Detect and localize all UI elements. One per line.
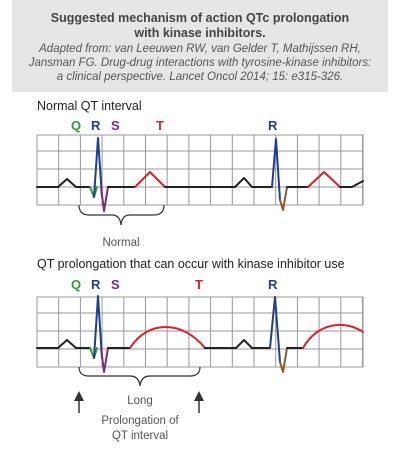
prolongation-caption-line2: QT interval [112,430,168,442]
normal-baseline-4 [339,180,364,188]
prolonged-qt-bracket [78,366,201,387]
prolonged-section-title: QT prolongation that can occur with kina… [37,257,345,271]
normal-t2-wave [307,171,341,188]
prolonged-t-wave [129,326,206,349]
normal-section-title: Normal QT interval [37,99,142,113]
normal-ecg-grid [36,134,364,206]
header-title-line2: with kinase inhibitors. [134,26,266,40]
prolongation-caption-line1: Prolongation of [101,415,179,427]
header-box: Suggested mechanism of action QTc prolon… [12,0,388,92]
normal-r2-wave [271,138,281,201]
prolonged-r-wave [93,295,103,359]
normal-s2-wave [279,186,288,211]
normal-bracket-label: Normal [102,237,139,249]
prolonged-t2-wave [302,324,364,349]
normal-qt-bracket [78,204,165,226]
prolonged-label-q: Q [71,277,81,292]
normal-label-r: R [91,118,101,133]
prolonged-label-r2: R [268,277,278,292]
normal-r-wave [93,137,103,198]
left-arrow [74,391,84,413]
prolonged-s2-wave [279,347,288,373]
normal-label-s: S [111,118,120,133]
prolonged-label-t: T [195,277,203,292]
prolonged-s-wave [100,347,109,373]
normal-label-r2: R [268,118,278,133]
normal-baseline-1 [36,178,91,188]
citation-line3: a clinical perspective. Lancet Oncol 201… [56,71,344,83]
prolonged-r2-wave [269,296,281,363]
prolonged-ecg-grid [36,296,364,368]
normal-s-wave [100,186,109,212]
normal-baseline-2 [164,177,273,188]
normal-label-q: Q [71,118,81,133]
prolonged-baseline-1 [36,339,91,349]
prolonged-baseline-2 [204,339,271,349]
prolonged-bracket-label: Long [127,395,153,407]
prolonged-label-r: R [91,277,101,292]
right-arrow [194,391,204,413]
prolonged-label-s: S [111,277,120,292]
prolonged-ecg-trace [36,295,364,373]
normal-ecg-trace [36,137,364,212]
header-title-line1: Suggested mechanism of action QTc prolon… [50,11,350,25]
citation-line2: Jansman FG. Drug-drug interactions with … [28,57,372,69]
normal-label-t: T [156,118,164,133]
citation-line1: Adapted from: van Leeuwen RW, van Gelder… [39,43,361,55]
normal-t-wave [134,171,166,188]
